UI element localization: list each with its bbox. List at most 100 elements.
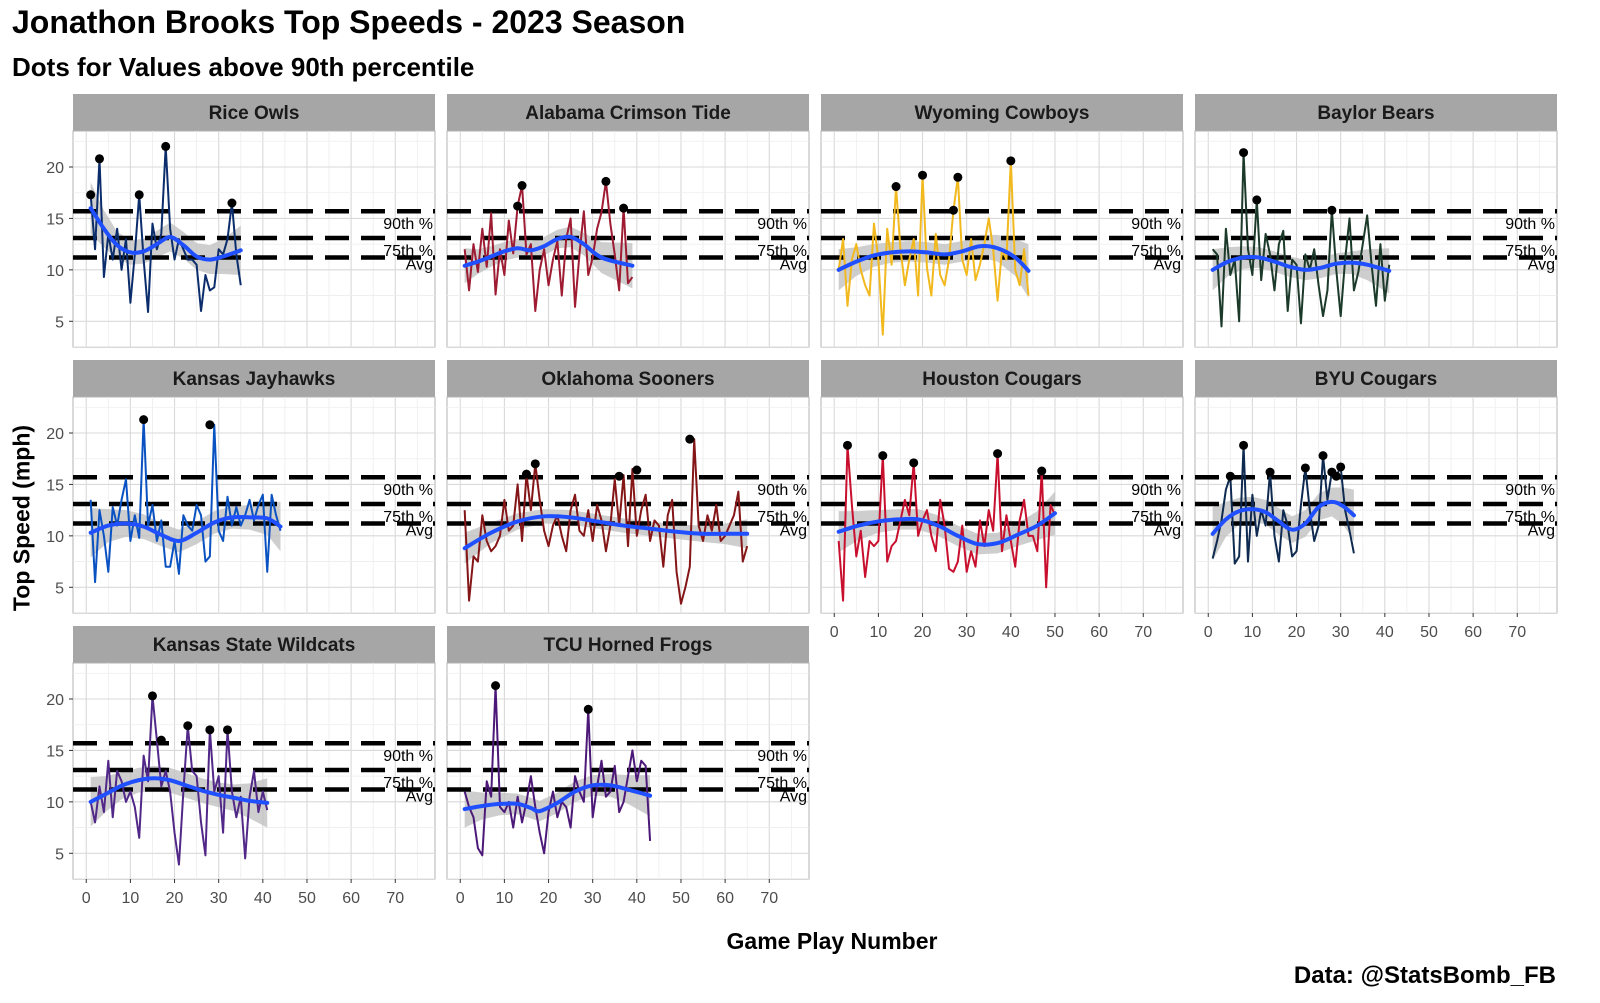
series-line [1211,444,1355,565]
highlight-point [205,420,215,430]
x-tick-label: 60 [1090,624,1108,641]
y-tick-label: 15 [46,477,64,494]
highlight-point [1265,467,1275,477]
ref-label-avg: Avg [1528,257,1555,274]
x-tick-label: 20 [166,890,184,907]
ref-label-75th: 75th % [1131,243,1181,260]
chart-title: Jonathon Brooks Top Speeds - 2023 Season [12,4,686,40]
x-tick-label: 20 [540,890,558,907]
ref-label-90th: 90th % [383,482,433,499]
highlight-point [156,735,166,745]
smooth-trend-line [88,514,283,544]
ref-label-avg: Avg [406,257,433,274]
highlight-point [94,154,104,164]
y-tick-label: 20 [46,160,64,177]
highlight-point [1336,462,1346,472]
highlight-point [183,721,193,731]
smooth-trend-line [88,776,270,805]
y-tick-label: 10 [46,795,64,812]
highlight-point [619,203,629,213]
facet-strip [1195,94,1557,131]
x-tick-label: 0 [830,624,839,641]
facet-panel-baylor-bears: Baylor Bears 90th % 75th %Avg [1194,94,1558,348]
facet-panel-wyoming-cowboys: Wyoming Cowboys 90th % 75th %Avg [820,94,1184,348]
facet-strip [447,626,809,663]
highlight-point [1252,195,1262,205]
facet-panel-rice-owls: Rice Owls 90th % 75th %Avg 5 10 15 20 [46,94,436,348]
x-tick-label: 30 [210,890,228,907]
highlight-point [918,170,928,180]
x-tick-label: 50 [1420,624,1438,641]
series-line [837,444,1056,602]
x-tick-label: 10 [1243,624,1261,641]
ref-label-75th: 75th % [1505,509,1555,526]
ref-label-75th: 75th % [757,509,807,526]
ref-label-75th: 75th % [383,243,433,260]
x-tick-label: 0 [82,890,91,907]
x-tick-label: 0 [1204,624,1213,641]
x-tick-label: 10 [869,624,887,641]
ref-label-90th: 90th % [1505,216,1555,233]
ref-label-90th: 90th % [757,482,807,499]
y-axis-label: Top Speed (mph) [8,424,35,612]
series-line [463,438,749,605]
y-tick-label: 5 [55,846,64,863]
x-tick-label: 30 [584,890,602,907]
y-tick-label: 5 [55,314,64,331]
series-line [463,180,634,312]
x-tick-label: 10 [121,890,139,907]
highlight-point [614,471,624,481]
highlight-point [909,458,919,468]
highlight-point [842,440,852,450]
ref-label-avg: Avg [780,789,807,806]
highlight-point [147,691,157,701]
highlight-point [632,465,642,475]
ref-label-90th: 90th % [757,748,807,765]
facet-panel-kansas-jayhawks: Kansas Jayhawks 90th % 75th %Avg 5 10 15 20 [46,360,436,614]
facet-title: Houston Cougars [922,369,1081,390]
highlight-point [601,176,611,186]
y-tick-label: 20 [46,692,64,709]
smooth-trend-line [462,782,653,814]
facet-title: TCU Horned Frogs [544,635,713,656]
highlight-point [953,172,963,182]
data-source-caption: Data: @StatsBomb_FB [1293,962,1556,989]
highlight-point [1300,463,1310,473]
ref-label-75th: 75th % [757,243,807,260]
smooth-trend-line [836,244,1031,273]
facet-strip [821,360,1183,397]
x-tick-label: 30 [958,624,976,641]
series-line [89,418,282,584]
x-tick-label: 70 [760,890,778,907]
facet-panel-byu-cougars: BYU Cougars 90th % 75th %Avg 0 10 20 30 40 50 60 7… [1194,360,1558,641]
smooth-trend-line [836,511,1057,547]
facet-panel-tcu-horned-frogs: TCU Horned Frogs 90th % 75th %Avg 0 10 20 30 40… [446,626,810,907]
ref-label-90th: 90th % [1131,482,1181,499]
y-tick-label: 20 [46,426,64,443]
facet-title: Baylor Bears [1317,103,1434,124]
facet-strip [73,626,435,663]
ref-label-90th: 90th % [1505,482,1555,499]
x-tick-label: 50 [298,890,316,907]
ref-label-90th: 90th % [1131,216,1181,233]
highlight-point [993,449,1003,459]
highlight-point [513,201,523,211]
highlight-point [1239,440,1249,450]
facet-strip [447,94,809,131]
ref-label-avg: Avg [406,789,433,806]
ref-label-avg: Avg [780,257,807,274]
facet-strip [821,94,1183,131]
facet-panel-alabama-crimson-tide: Alabama Crimson Tide 90th % 75th %Avg [446,94,810,348]
x-tick-label: 70 [386,890,404,907]
ref-label-avg: Avg [406,523,433,540]
y-tick-label: 5 [55,580,64,597]
x-tick-label: 40 [1376,624,1394,641]
y-tick-label: 10 [46,263,64,280]
ref-label-75th: 75th % [383,509,433,526]
x-tick-label: 70 [1134,624,1152,641]
smooth-trend-line [462,514,750,551]
ref-label-avg: Avg [1528,523,1555,540]
highlight-point [530,459,540,469]
x-tick-label: 40 [628,890,646,907]
highlight-point [1225,471,1235,481]
